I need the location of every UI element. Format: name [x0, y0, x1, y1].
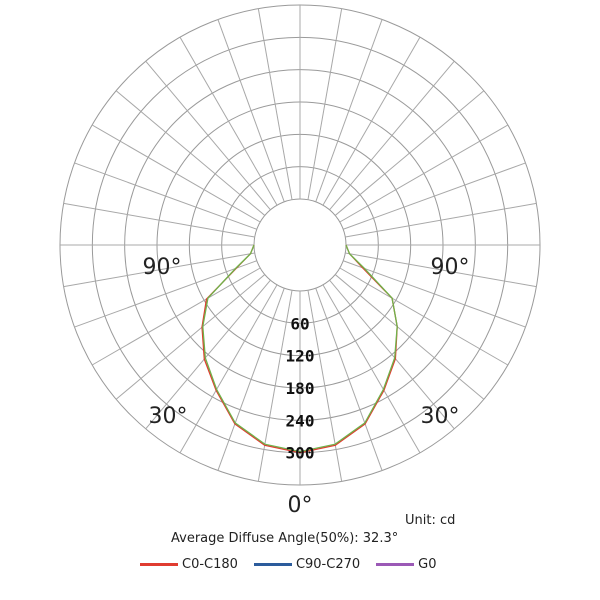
grid-spoke: [91, 267, 261, 366]
grid-spoke: [339, 267, 509, 366]
legend-swatch: [140, 563, 178, 566]
grid-spoke: [343, 260, 526, 328]
grid-spoke: [179, 284, 278, 454]
grid-spoke: [63, 252, 255, 288]
chart-labels: 60 120 180 240 300 0° 30° 30° 90° 90°: [143, 255, 470, 518]
grid-spoke: [307, 8, 343, 200]
series-layer: [201, 244, 398, 454]
grid-spoke: [217, 19, 285, 202]
grid-spoke: [115, 90, 266, 216]
grid-spoke: [145, 279, 271, 430]
grid-spoke: [257, 8, 293, 200]
legend-item[interactable]: C90-C270: [253, 557, 361, 572]
grid-spoke: [345, 202, 537, 238]
grid-spoke: [307, 290, 343, 482]
grid-spoke: [91, 124, 261, 223]
grid-spoke: [179, 36, 278, 206]
grid-spoke: [334, 274, 485, 400]
legend-swatch: [253, 563, 292, 566]
grid-spoke: [115, 274, 266, 400]
unit-label: Unit: cd: [405, 513, 456, 528]
average-angle-label: Average Diffuse Angle(50%): 32.3°: [171, 531, 399, 546]
grid-spoke: [345, 252, 537, 288]
series-line-curve-3: [202, 244, 398, 453]
grid-spoke: [315, 288, 383, 471]
ring-tick-label: 60: [290, 314, 309, 333]
angle-label: 0°: [288, 493, 313, 518]
legend: C0-C180 C90-C270 G0: [140, 557, 453, 572]
grid-spoke: [322, 284, 421, 454]
grid-spoke: [322, 36, 421, 206]
legend-item[interactable]: C0-C180: [140, 557, 238, 572]
ring-tick-label: 120: [286, 347, 315, 366]
grid-circle: [253, 198, 347, 292]
grid-spoke: [339, 124, 509, 223]
legend-label: C0-C180: [182, 557, 238, 572]
ring-tick-label: 300: [286, 444, 315, 463]
polar-grid: [59, 4, 541, 486]
grid-spoke: [74, 162, 257, 230]
angle-label: 90°: [431, 255, 470, 280]
grid-spoke: [329, 279, 455, 430]
grid-spoke: [343, 162, 526, 230]
legend-item[interactable]: G0: [376, 557, 437, 572]
ring-tick-label: 240: [286, 411, 315, 430]
legend-label: G0: [418, 557, 437, 572]
ring-tick-label: 180: [286, 379, 315, 398]
grid-spoke: [217, 288, 285, 471]
legend-label: C90-C270: [295, 557, 361, 572]
angle-label: 30°: [149, 404, 188, 429]
grid-spoke: [315, 19, 383, 202]
grid-spoke: [334, 90, 485, 216]
grid-spoke: [145, 60, 271, 211]
grid-spoke: [329, 60, 455, 211]
grid-spoke: [63, 202, 255, 238]
legend-swatch: [376, 563, 415, 566]
grid-spoke: [257, 290, 293, 482]
grid-spoke: [74, 260, 257, 328]
angle-label: 30°: [421, 404, 460, 429]
angle-label: 90°: [143, 255, 182, 280]
